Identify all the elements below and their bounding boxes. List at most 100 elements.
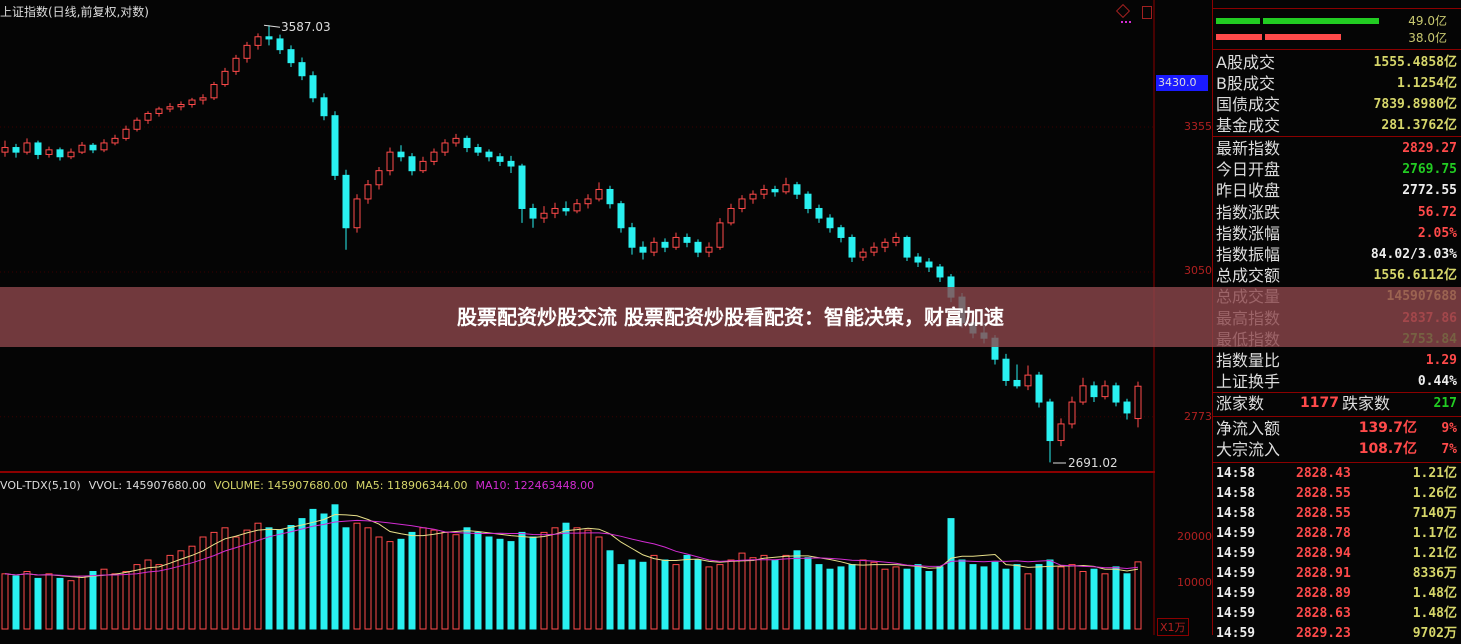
candle-body <box>1035 374 1043 403</box>
candle-body <box>177 103 185 108</box>
stat-row: 指数涨幅 2.05% <box>1216 223 1457 244</box>
volume-bar <box>1035 564 1043 630</box>
candle-body <box>705 246 713 253</box>
tick-price: 2828.55 <box>1296 506 1351 521</box>
volume-bar <box>1002 568 1010 630</box>
volume-bar <box>243 529 251 630</box>
candle-body <box>320 97 328 117</box>
volume-bar <box>144 559 152 630</box>
volume-bar <box>782 554 790 630</box>
turnover-value: 1555.4858亿 <box>1373 55 1457 70</box>
volume-bar <box>826 568 834 630</box>
volume-bar <box>672 564 680 630</box>
volume-bar <box>914 564 922 630</box>
volume-bar <box>903 568 911 630</box>
stat-row: 指数量比 1.29 <box>1216 350 1457 371</box>
window-icon[interactable] <box>1142 6 1152 19</box>
volume-bar <box>595 536 603 630</box>
inflow-bar-2 <box>1263 18 1379 24</box>
volume-bar <box>1 573 9 630</box>
turnover-value: 1.1254亿 <box>1397 76 1457 91</box>
volume-bar <box>56 577 64 630</box>
candle-body <box>848 236 856 258</box>
axis-label-3050: 3050 <box>1184 264 1212 277</box>
volume-value: VOLUME: 145907680.00 <box>214 479 348 492</box>
volume-bar <box>991 561 999 630</box>
turnover-label: B股成交 <box>1216 74 1275 93</box>
volume-bar <box>386 541 394 630</box>
flow-pct: 7% <box>1441 442 1457 457</box>
outflow-value: 38.0亿 <box>1408 31 1447 45</box>
volume-bar <box>276 529 284 630</box>
tick-price: 2828.89 <box>1296 586 1351 601</box>
stat-label: 上证换手 <box>1216 372 1281 392</box>
candle-body <box>309 75 317 99</box>
volume-bar <box>925 571 933 630</box>
candle-body <box>727 207 735 224</box>
volume-bar <box>1101 573 1109 630</box>
max-price-label: 3587.03 <box>281 20 331 34</box>
candle-body <box>276 38 284 51</box>
volume-bar <box>1090 568 1098 630</box>
ma5-value: MA5: 118906344.00 <box>355 479 468 492</box>
candle-body <box>1024 374 1032 387</box>
candle-body <box>859 251 867 258</box>
candle-body <box>375 170 383 186</box>
candle-body <box>694 241 702 253</box>
volume-bar <box>881 568 889 630</box>
current-price-tag: 3430.0 <box>1156 75 1208 91</box>
volume-bar <box>859 559 867 630</box>
volume-bar <box>496 538 504 630</box>
candle-body <box>815 207 823 219</box>
promo-banner: 股票配资炒股交流 股票配资炒股看配资：智能决策，财富加速 <box>0 287 1461 347</box>
volume-bar <box>760 554 768 630</box>
volume-bar <box>551 527 559 630</box>
volume-bar <box>650 554 658 630</box>
vvol-value: VVOL: 145907680.00 <box>88 479 207 492</box>
tick-time: 14:58 <box>1216 506 1256 521</box>
volume-ma10-line <box>4 519 1139 577</box>
candle-body <box>364 184 372 200</box>
tick-time: 14:58 <box>1216 466 1256 481</box>
candle-body <box>1013 379 1021 387</box>
volume-bar <box>892 566 900 630</box>
volume-bar <box>870 561 878 630</box>
outflow-bar-1 <box>1216 34 1262 40</box>
volume-bar <box>727 559 735 630</box>
tick-price: 2828.94 <box>1296 546 1351 561</box>
stat-value: 2.05% <box>1417 225 1457 241</box>
turnover-row: B股成交 1.1254亿 <box>1216 73 1457 94</box>
volume-bar <box>837 566 845 630</box>
volume-bar <box>628 559 636 630</box>
candle-body <box>45 149 53 155</box>
volume-unit: X1万 <box>1157 618 1189 636</box>
volume-bar <box>1112 566 1120 630</box>
candle-body <box>67 151 75 158</box>
stat-row: 今日开盘 2769.75 <box>1216 159 1457 180</box>
kline-chart[interactable] <box>0 0 1155 635</box>
volume-bar <box>133 564 141 630</box>
flow-row: 净流入额 139.7亿 9% <box>1216 418 1457 439</box>
volume-bar <box>34 577 42 630</box>
candle-body <box>166 106 174 110</box>
candle-body <box>298 62 306 77</box>
inflow-value: 49.0亿 <box>1408 14 1447 28</box>
candle-body <box>89 144 97 151</box>
candle-body <box>573 203 581 212</box>
up-count-label: 涨家数 <box>1216 394 1265 413</box>
turnover-value: 7839.8980亿 <box>1373 97 1457 112</box>
volume-bar <box>1013 564 1021 630</box>
candle-body <box>639 246 647 253</box>
stat-value: 56.72 <box>1417 204 1457 220</box>
tick-time: 14:59 <box>1216 606 1256 621</box>
candle-body <box>155 108 163 114</box>
flow-value: 139.7亿 <box>1358 420 1417 436</box>
stat-row: 昨日收盘 2772.55 <box>1216 180 1457 201</box>
stat-label: 昨日收盘 <box>1216 181 1281 201</box>
tick-volume: 8336万 <box>1412 566 1457 581</box>
turnover-label: 国债成交 <box>1216 95 1281 114</box>
candle-body <box>144 112 152 121</box>
candle-body <box>738 198 746 209</box>
candle-body <box>837 227 845 238</box>
flow-value: 108.7亿 <box>1358 441 1417 457</box>
